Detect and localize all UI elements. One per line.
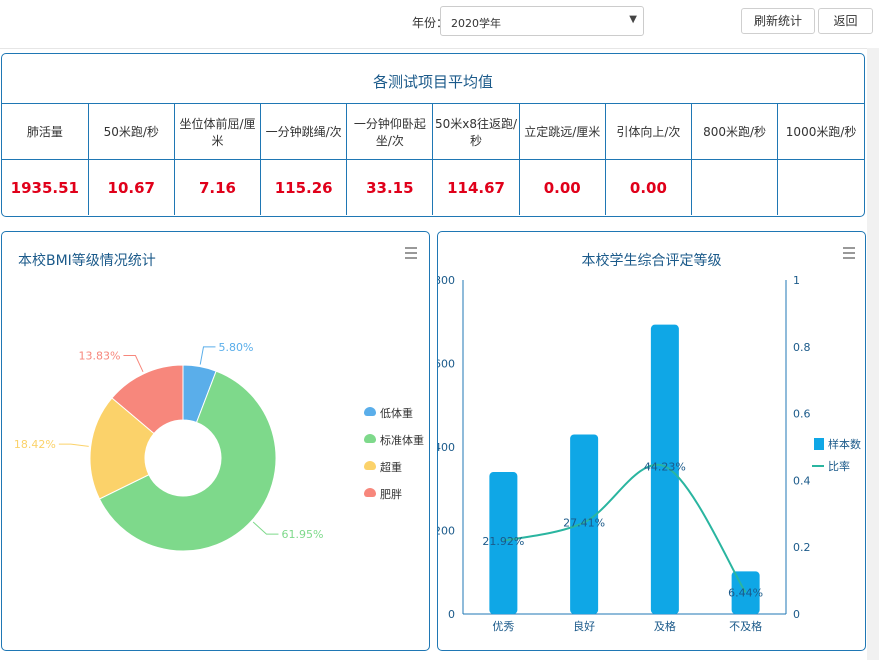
header-cell: 肺活量 xyxy=(2,103,89,160)
legend-label[interactable]: 比率 xyxy=(828,459,850,473)
bmi-chart-title: 本校BMI等级情况统计 xyxy=(18,253,156,269)
x-tick-label: 优秀 xyxy=(492,620,514,633)
header-cell: 坐位体前屈/厘米 xyxy=(173,103,261,160)
hamburger-menu-icon[interactable] xyxy=(843,247,855,259)
legend-swatch xyxy=(364,488,376,497)
year-select-value: 2020学年 xyxy=(451,17,501,30)
y-tick-right: 0.6 xyxy=(793,408,811,421)
legend-label: 超重 xyxy=(380,461,402,474)
bmi-chart-panel: 本校BMI等级情况统计 5.80% 61.95% 18.42% 13.83% xyxy=(1,231,430,651)
donut-slice[interactable] xyxy=(98,370,277,552)
slice-label-line xyxy=(123,354,144,373)
bar[interactable] xyxy=(489,472,518,614)
averages-title: 各测试项目平均值 xyxy=(372,73,493,91)
legend-swatch-bar xyxy=(814,438,824,450)
x-tick-label: 不及格 xyxy=(729,619,762,633)
legend-label[interactable]: 样本数 xyxy=(828,437,861,451)
value-cell: 1935.51 xyxy=(2,159,89,215)
toolbar: 年份： 2020学年 ▼ 刷新统计 返回 xyxy=(0,0,879,49)
value-cell: 0.00 xyxy=(604,159,692,215)
grade-bar-line-chart: 0 200 400 600 800 0 0.2 0.4 0.6 0.8 1 优秀 良好 及格 不及格 21.9… xyxy=(438,274,861,633)
value-cell: 33.15 xyxy=(346,159,433,215)
value-cell: 114.67 xyxy=(432,159,520,215)
bar[interactable] xyxy=(570,434,599,614)
y-tick-left: 200 xyxy=(438,525,455,538)
header-cell: 一分钟跳绳/次 xyxy=(260,103,347,160)
y-tick-right: 0.4 xyxy=(793,474,811,487)
slice-label: 13.83% xyxy=(78,349,120,362)
legend-item-obese[interactable]: 肥胖 xyxy=(364,486,434,502)
value-cell: 115.26 xyxy=(260,159,347,215)
header-cell: 引体向上/次 xyxy=(604,103,692,160)
slice-label-line xyxy=(199,346,216,365)
legend-label: 肥胖 xyxy=(380,488,402,501)
slice-label: 61.95% xyxy=(281,528,323,541)
value-cell xyxy=(690,159,778,215)
legend-label: 标准体重 xyxy=(380,434,424,447)
year-select[interactable]: 2020学年 ▼ xyxy=(440,6,644,36)
hamburger-menu-icon[interactable] xyxy=(405,247,417,259)
x-tick-label: 良好 xyxy=(573,619,595,633)
y-tick-left: 600 xyxy=(438,358,455,371)
rate-label: 27.41% xyxy=(563,516,605,529)
value-cell: 7.16 xyxy=(173,159,261,215)
legend-label: 低体重 xyxy=(380,407,413,420)
slice-label: 5.80% xyxy=(218,341,253,354)
header-cell: 一分钟仰卧起坐/次 xyxy=(346,103,433,160)
y-tick-right: 0 xyxy=(793,608,800,621)
averages-table: 肺活量 50米跑/秒 坐位体前屈/厘米 一分钟跳绳/次 一分钟仰卧起坐/次 50… xyxy=(2,103,864,215)
averages-value-row: 1935.51 10.67 7.16 115.26 33.15 114.67 0… xyxy=(2,159,864,215)
y-tick-left: 400 xyxy=(438,441,455,454)
legend-swatch xyxy=(364,407,376,416)
slice-label-line xyxy=(58,443,89,447)
grade-chart-panel: 本校学生综合评定等级 0 200 400 600 800 0 0.2 0.4 0.6 0.8 1 优秀… xyxy=(437,231,866,651)
legend-item-normal[interactable]: 标准体重 xyxy=(364,432,434,448)
averages-panel: 各测试项目平均值 肺活量 50米跑/秒 坐位体前屈/厘米 一分钟跳绳/次 一分钟… xyxy=(1,53,865,217)
slice-label: 18.42% xyxy=(14,438,56,451)
back-button[interactable]: 返回 xyxy=(818,8,873,34)
value-cell: 10.67 xyxy=(87,159,175,215)
legend-item-underweight[interactable]: 低体重 xyxy=(364,405,434,421)
donut-slice[interactable] xyxy=(111,364,184,435)
x-tick-label: 及格 xyxy=(654,619,676,633)
chevron-down-icon: ▼ xyxy=(629,14,637,25)
legend-swatch xyxy=(364,461,376,470)
donut-slice[interactable] xyxy=(89,397,155,500)
scrollbar[interactable] xyxy=(867,48,879,660)
header-cell: 50米跑/秒 xyxy=(87,103,175,160)
header-cell: 800米跑/秒 xyxy=(690,103,778,160)
header-cell: 50米x8往返跑/秒 xyxy=(432,103,520,160)
legend-item-overweight[interactable]: 超重 xyxy=(364,459,434,475)
value-cell xyxy=(777,159,864,215)
y-tick-right: 0.2 xyxy=(793,541,811,554)
header-cell: 立定跳远/厘米 xyxy=(518,103,606,160)
grade-chart-title: 本校学生综合评定等级 xyxy=(581,253,722,269)
rate-line xyxy=(503,463,747,594)
slice-label-line xyxy=(252,521,279,535)
rate-label: 6.44% xyxy=(728,586,763,599)
header-cell: 1000米跑/秒 xyxy=(777,103,864,160)
y-tick-left: 800 xyxy=(438,274,455,287)
rate-label: 21.92% xyxy=(482,535,524,548)
bmi-donut-chart: 5.80% 61.95% 18.42% 13.83% xyxy=(14,341,323,552)
y-tick-right: 1 xyxy=(793,274,800,287)
refresh-stats-button[interactable]: 刷新统计 xyxy=(741,8,815,34)
value-cell: 0.00 xyxy=(518,159,606,215)
y-tick-left: 0 xyxy=(448,608,455,621)
bar[interactable] xyxy=(650,324,679,614)
averages-header-row: 肺活量 50米跑/秒 坐位体前屈/厘米 一分钟跳绳/次 一分钟仰卧起坐/次 50… xyxy=(2,103,864,160)
y-tick-right: 0.8 xyxy=(793,341,811,354)
legend-swatch xyxy=(364,434,376,443)
rate-label: 44.23% xyxy=(644,460,686,473)
year-label: 年份： xyxy=(412,16,449,30)
